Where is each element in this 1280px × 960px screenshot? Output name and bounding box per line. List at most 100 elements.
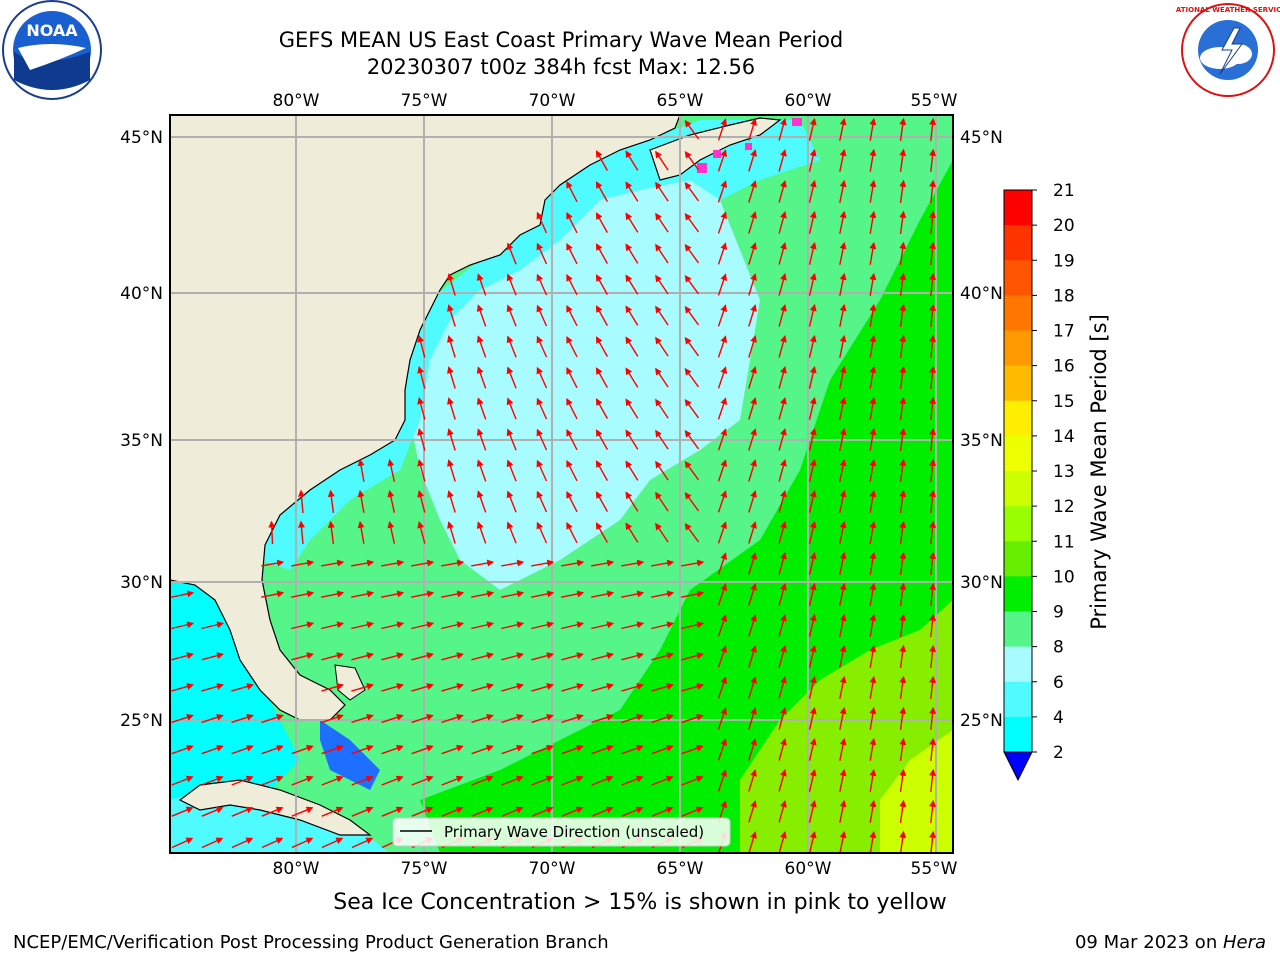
wave-arrow [651, 652, 674, 661]
wave-arrow [655, 491, 669, 512]
wave-arrow [261, 775, 284, 786]
wave-arrow [261, 559, 285, 567]
wave-arrow [625, 274, 639, 295]
wave-arrow [808, 582, 817, 606]
wave-arrow [839, 210, 847, 234]
wave-arrow [748, 583, 757, 606]
wave-arrow [655, 243, 669, 264]
wave-arrow [387, 458, 396, 482]
colorbar-tick-label: 17 [1053, 322, 1075, 342]
lat-label-left: 40°N [120, 284, 163, 304]
wave-arrow [471, 621, 495, 630]
wave-arrow [621, 713, 644, 724]
lon-label-bottom: 70°W [529, 859, 576, 879]
wave-arrow [261, 806, 284, 817]
wave-arrow [748, 459, 757, 482]
lon-label-bottom: 65°W [657, 859, 704, 879]
wave-arrow [441, 775, 464, 786]
wave-arrow [681, 713, 704, 724]
wave-arrow [929, 334, 937, 358]
wave-arrow [447, 459, 456, 482]
lat-label-left: 45°N [120, 128, 163, 148]
colorbar-segment [1004, 646, 1032, 683]
wave-arrow [748, 335, 757, 358]
wave-arrow [411, 806, 434, 817]
wave-arrow [869, 830, 877, 853]
wave-arrow [655, 367, 669, 388]
wave-arrow [929, 520, 937, 544]
wave-arrow [778, 242, 787, 265]
wave-arrow [681, 621, 705, 630]
wave-arrow [231, 683, 254, 692]
wave-arrow [171, 775, 194, 786]
wave-arrow [899, 644, 907, 668]
wave-arrow [531, 806, 554, 817]
wave-arrow [929, 148, 937, 172]
wave-arrow [291, 652, 314, 661]
wave-arrow [321, 590, 345, 598]
wave-arrow [536, 459, 548, 482]
wave-arrow [748, 273, 757, 296]
wave-arrow [327, 520, 335, 544]
lon-label-bottom: 55°W [911, 859, 958, 879]
wave-arrow [717, 366, 728, 389]
wave-arrow [566, 490, 578, 513]
wave-arrow [476, 428, 487, 451]
wave-arrow [595, 367, 609, 388]
lat-label-right: 25°N [960, 711, 1003, 731]
wave-arrow [808, 551, 817, 575]
wave-arrow [411, 652, 434, 661]
wave-arrow [357, 489, 365, 513]
wave-arrow [201, 837, 224, 849]
wave-arrow [327, 489, 335, 513]
wave-arrow [839, 117, 847, 141]
wave-arrow [684, 305, 700, 326]
wave-arrow [655, 181, 669, 202]
wave-arrow [625, 429, 639, 450]
wave-arrow [447, 428, 456, 451]
wave-arrow [929, 675, 937, 699]
wave-arrow [869, 737, 877, 761]
noaa-logo: NOAA [2, 0, 102, 100]
wave-arrow [808, 241, 817, 265]
colorbar-segment [1004, 435, 1032, 472]
wave-arrow [471, 652, 494, 661]
wave-arrow [899, 303, 907, 327]
wave-arrow [595, 429, 609, 450]
wave-arrow [506, 304, 517, 327]
colorbar-tick-label: 20 [1053, 216, 1075, 236]
wave-arrow [566, 242, 578, 265]
wave-arrow [717, 583, 728, 606]
wave-arrow [201, 683, 224, 692]
colorbar-tick-label: 21 [1053, 181, 1075, 201]
wave-arrow [566, 521, 578, 544]
footer-host: Hera [1222, 932, 1266, 953]
wave-arrow [471, 744, 494, 755]
wave-arrow [595, 181, 609, 202]
wave-arrow [808, 210, 817, 234]
wave-arrow [501, 590, 525, 598]
wave-arrow [506, 490, 517, 513]
ocean-field-yellow [880, 730, 953, 853]
wave-arrow [591, 683, 614, 692]
wave-arrow [201, 621, 225, 630]
lat-label-right: 45°N [960, 128, 1003, 148]
wave-arrow [929, 582, 937, 606]
wave-arrow [778, 273, 787, 296]
wave-arrow [748, 149, 757, 172]
wave-arrow [566, 428, 578, 451]
wave-arrow [684, 398, 700, 419]
colorbar-segment [1004, 365, 1032, 402]
wave-arrow [929, 117, 937, 141]
wave-arrow [441, 652, 464, 661]
wave-arrow [471, 713, 494, 724]
wave-arrow [869, 365, 877, 389]
colorbar-tick-label: 13 [1053, 462, 1075, 482]
wave-arrow [387, 520, 396, 544]
footer-organization: NCEP/EMC/Verification Post Processing Pr… [13, 932, 609, 953]
sea-ice-patch [745, 143, 752, 150]
wave-arrow [778, 397, 787, 420]
wave-arrow [411, 744, 434, 755]
wave-arrow [899, 613, 907, 637]
wave-arrow [929, 210, 937, 234]
